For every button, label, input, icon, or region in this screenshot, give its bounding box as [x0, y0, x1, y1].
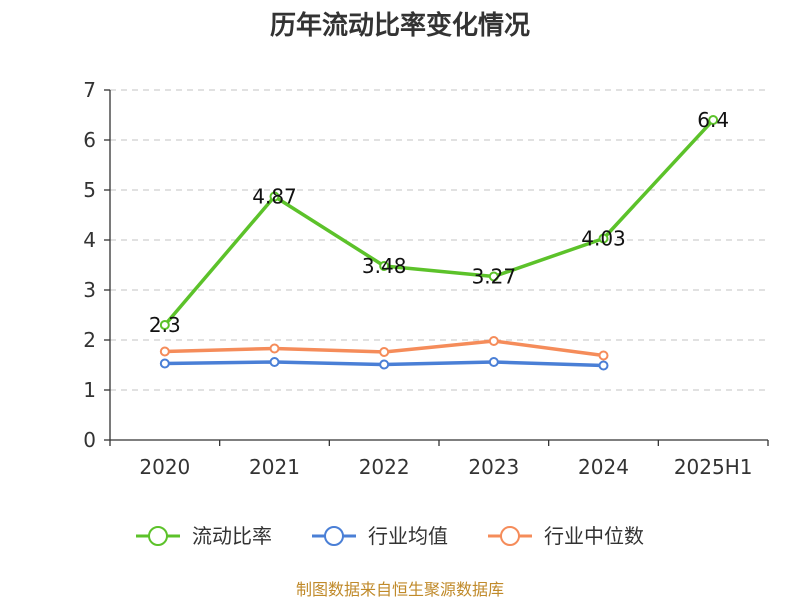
series-1: [159, 357, 609, 371]
data-point: [269, 191, 280, 202]
legend-marker-icon: [500, 526, 520, 546]
x-tick-label: 2023: [468, 455, 519, 479]
y-tick-label: 3: [83, 278, 96, 302]
data-point: [488, 271, 499, 282]
legend-marker-icon: [148, 526, 168, 546]
x-tick-label: 2020: [139, 455, 190, 479]
y-tick-label: 2: [83, 328, 96, 352]
legend-label: 流动比率: [192, 524, 272, 548]
data-label: 4.03: [581, 227, 626, 251]
legend-item[interactable]: 流动比率: [136, 524, 272, 548]
data-point: [379, 347, 390, 357]
data-point: [488, 357, 499, 367]
axes: 0 1 2 3 4 5 6 7 2020 2021 2022 2023 2024 2025H1: [83, 78, 769, 479]
data-point: [598, 233, 609, 244]
data-label: 6.4: [697, 108, 729, 132]
legend-label: 行业均值: [368, 524, 448, 548]
legend-item[interactable]: 行业中位数: [488, 524, 644, 548]
series-line: [163, 118, 715, 327]
data-point: [708, 115, 719, 125]
data-point: [159, 320, 170, 330]
x-tick-label: 2021: [249, 455, 300, 479]
y-tick-label: 7: [83, 78, 96, 102]
data-point: [598, 350, 609, 361]
data-label: 3.27: [472, 265, 517, 289]
data-point: [379, 359, 390, 370]
y-tick-label: 1: [83, 378, 96, 402]
data-label: 4.87: [252, 185, 297, 209]
data-point: [159, 346, 170, 357]
y-tick-label: 6: [83, 128, 96, 152]
legend-item[interactable]: 行业均值: [312, 524, 448, 548]
y-tick-label: 4: [83, 228, 96, 252]
x-tick-label: 2025H1: [674, 455, 753, 479]
data-point: [159, 358, 170, 369]
data-label: 3.48: [362, 254, 407, 278]
legend: 流动比率 行业均值 行业中位数: [136, 524, 644, 548]
x-tick-label: 2024: [578, 455, 629, 479]
data-point: [379, 261, 390, 271]
y-tick-label: 5: [83, 178, 96, 202]
source-note: 制图数据来自恒生聚源数据库: [296, 580, 504, 599]
data-point: [598, 360, 609, 371]
series-0: 2.3 4.87 3.48 3.27 4.03 6.4: [149, 108, 729, 337]
legend-marker-icon: [324, 526, 344, 546]
data-point: [269, 357, 280, 367]
y-tick-label: 0: [83, 428, 96, 452]
legend-label: 行业中位数: [544, 524, 644, 548]
data-label: 2.3: [149, 313, 181, 337]
chart-title: 历年流动比率变化情况: [270, 10, 530, 41]
data-point: [269, 343, 280, 354]
series-2: [159, 336, 609, 361]
series-group: 2.3 4.87 3.48 3.27 4.03 6.4: [149, 108, 729, 371]
x-tick-label: 2022: [359, 455, 410, 479]
data-point: [488, 336, 499, 346]
